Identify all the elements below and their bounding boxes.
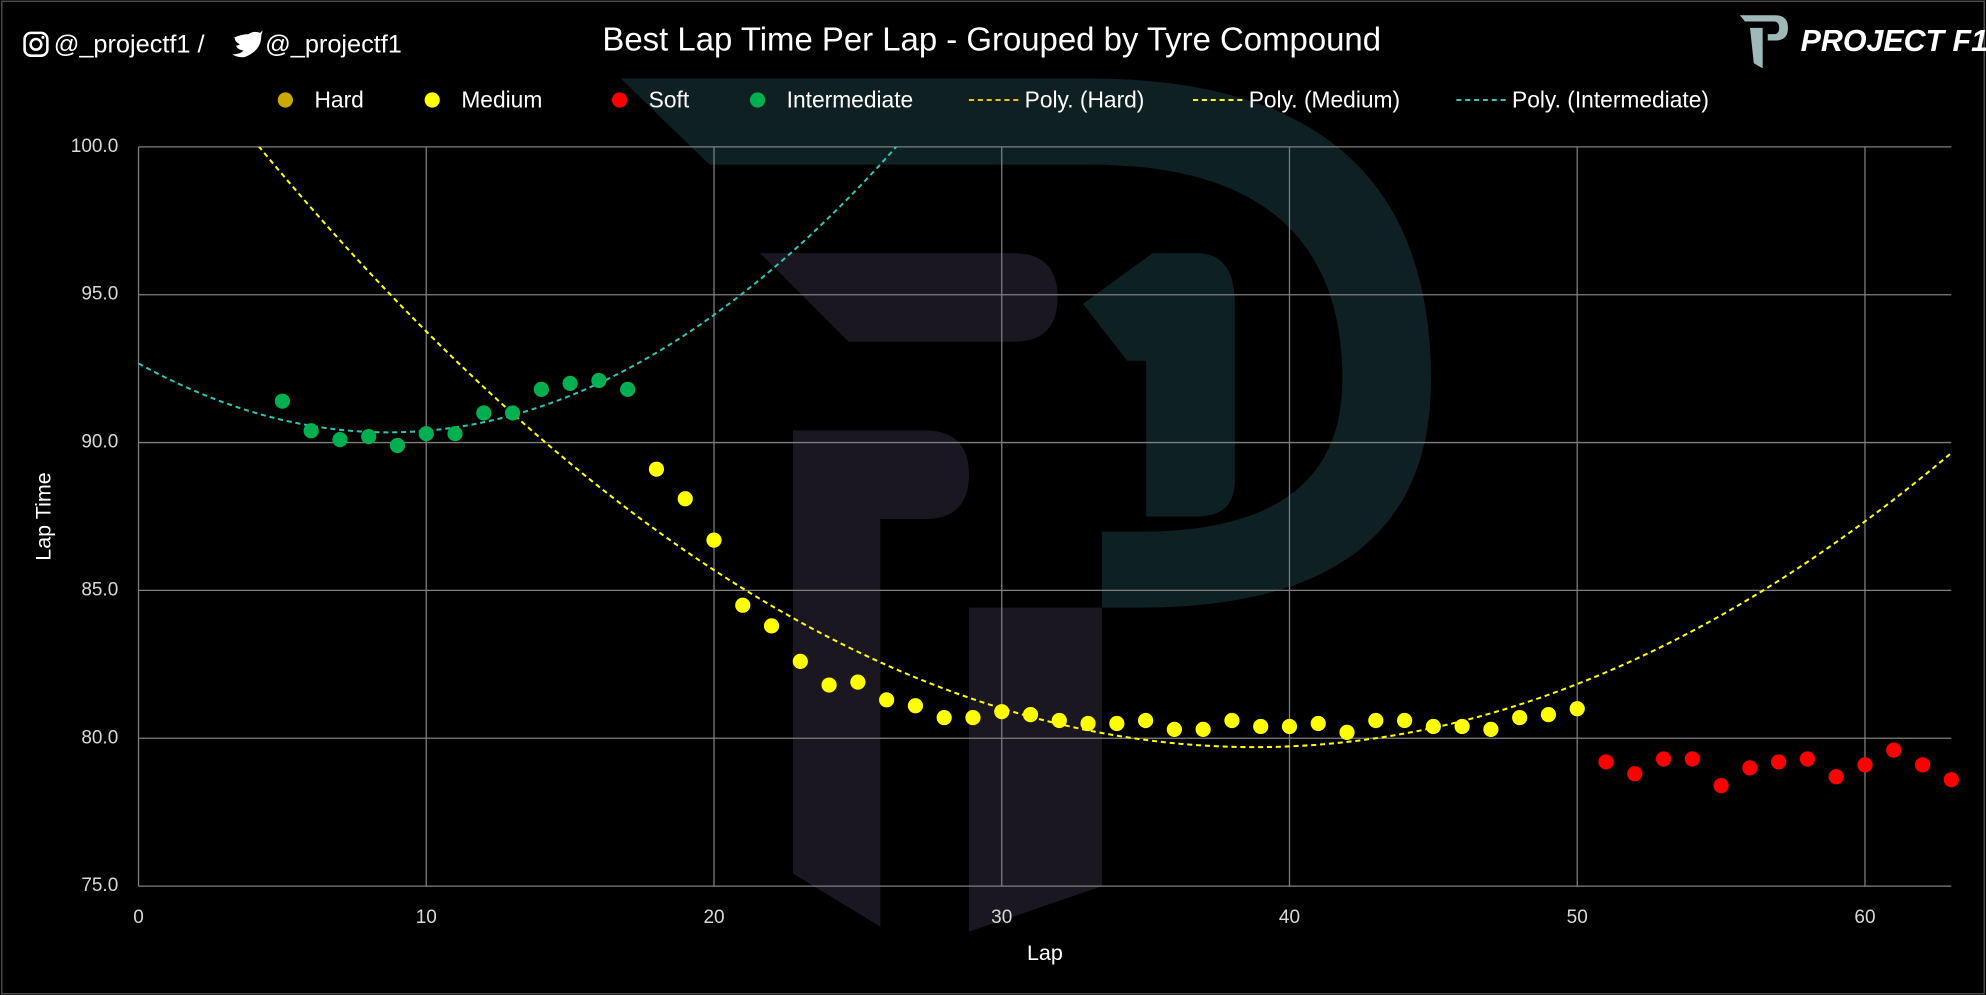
data-point [447, 426, 463, 442]
legend-label: Poly. (Medium) [1249, 86, 1400, 112]
legend-marker [749, 92, 766, 108]
data-point [1713, 777, 1729, 794]
data-point [533, 381, 549, 397]
data-point [821, 677, 837, 693]
data-point [1051, 712, 1067, 729]
data-point [1138, 712, 1154, 729]
data-point [965, 709, 981, 726]
data-point [591, 372, 607, 389]
trendline [257, 146, 1952, 749]
legend-label: Poly. (Intermediate) [1512, 86, 1709, 112]
x-axis-label: Lap [1027, 941, 1063, 965]
legend-marker [424, 92, 440, 108]
x-tick-label: 50 [1567, 907, 1588, 928]
data-point [1166, 721, 1182, 737]
data-point [1080, 715, 1096, 732]
brand-logo [1739, 15, 1788, 69]
trendline [138, 146, 898, 434]
twitter-icon [232, 30, 263, 58]
data-point [1253, 718, 1269, 735]
legend-label: Medium [461, 86, 542, 112]
data-point [1281, 718, 1298, 735]
y-tick-label: 80.0 [81, 727, 118, 748]
x-tick-label: 30 [991, 907, 1012, 928]
data-point [1799, 751, 1816, 767]
data-point [332, 432, 348, 448]
y-axis-label: Lap Time [32, 472, 56, 561]
data-point [562, 375, 578, 392]
data-point [1368, 712, 1384, 729]
data-point [706, 532, 722, 548]
data-point [735, 597, 751, 613]
data-point [1310, 715, 1326, 732]
data-point [620, 381, 636, 397]
data-point [936, 709, 952, 726]
y-tick-label: 90.0 [81, 432, 118, 453]
data-point [1771, 754, 1787, 770]
y-tick-label: 95.0 [81, 284, 118, 305]
data-point [1339, 724, 1355, 740]
social-handle: @_projectf1 / [54, 30, 206, 58]
data-point [994, 704, 1010, 720]
data-point [1569, 701, 1585, 717]
data-point [1454, 718, 1470, 735]
data-point [1195, 721, 1211, 737]
data-point [361, 429, 377, 445]
x-tick-label: 0 [133, 907, 144, 928]
data-point [418, 426, 434, 442]
data-point [1425, 718, 1441, 735]
data-point [1828, 769, 1844, 785]
data-point [1857, 757, 1873, 773]
data-point [274, 393, 290, 409]
twitter-handle: @_projectf1 [265, 30, 402, 58]
x-tick-label: 60 [1854, 907, 1875, 928]
legend-marker [611, 92, 628, 108]
data-point [1886, 742, 1902, 758]
data-point [504, 405, 521, 421]
data-point [792, 653, 808, 669]
data-point [1742, 760, 1758, 776]
data-point [1684, 751, 1700, 767]
data-point [1224, 712, 1240, 729]
data-point [763, 618, 780, 634]
data-point [1022, 707, 1039, 723]
data-point [389, 437, 406, 454]
data-point [1943, 772, 1959, 788]
data-point [303, 423, 319, 439]
data-point [1655, 751, 1672, 767]
legend-label: Hard [314, 86, 363, 112]
data-point [648, 461, 665, 477]
data-point [476, 405, 492, 421]
x-tick-label: 40 [1279, 907, 1300, 928]
data-point [1914, 757, 1931, 773]
legend-label: Intermediate [787, 86, 914, 112]
data-point [677, 491, 693, 507]
legend-label: Poly. (Hard) [1025, 86, 1145, 112]
data-point [1483, 721, 1499, 737]
instagram-icon [23, 31, 49, 57]
data-point [907, 698, 924, 714]
data-point [1598, 754, 1614, 770]
data-point [1627, 766, 1643, 782]
legend-marker [277, 92, 293, 108]
legend-label: Soft [649, 86, 690, 112]
chart-title: Best Lap Time Per Lap - Grouped by Tyre … [602, 20, 1381, 57]
data-point [1540, 707, 1557, 723]
y-tick-label: 100.0 [71, 136, 118, 157]
data-point [850, 674, 866, 690]
trendlines [138, 146, 1952, 749]
data-point [1512, 709, 1528, 726]
x-tick-label: 20 [703, 907, 724, 928]
data-point [1396, 712, 1413, 729]
data-point [1109, 715, 1125, 732]
data-point [879, 692, 895, 708]
x-tick-label: 10 [416, 907, 437, 928]
y-tick-label: 75.0 [81, 875, 118, 896]
y-tick-label: 85.0 [81, 579, 118, 600]
brand-name: PROJECT F1 [1801, 24, 1986, 58]
